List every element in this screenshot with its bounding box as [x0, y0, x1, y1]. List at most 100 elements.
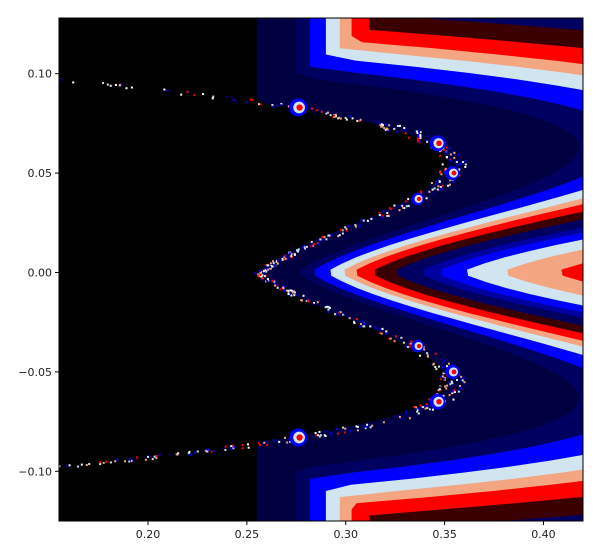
- speckle: [355, 429, 358, 432]
- speckle: [345, 118, 348, 121]
- speckle: [420, 190, 423, 193]
- speckle: [443, 148, 445, 151]
- speckle: [439, 188, 442, 191]
- speckle: [318, 435, 321, 438]
- speckle: [289, 289, 292, 292]
- speckle: [426, 354, 429, 357]
- speckle: [99, 463, 102, 466]
- speckle: [284, 436, 286, 439]
- speckle: [434, 366, 437, 368]
- speckle: [341, 232, 344, 235]
- speckle: [186, 90, 189, 93]
- speckle: [378, 214, 381, 217]
- speckle: [417, 133, 420, 136]
- speckle: [436, 151, 439, 154]
- speckle: [353, 322, 356, 325]
- speckle: [426, 355, 429, 358]
- speckle: [224, 445, 227, 448]
- speckle: [361, 424, 364, 427]
- speckle: [287, 105, 290, 108]
- speckle: [397, 204, 400, 207]
- speckle: [66, 465, 69, 468]
- speckle: [398, 415, 401, 418]
- speckle: [381, 327, 384, 330]
- speckle: [312, 112, 315, 115]
- speckle: [131, 459, 133, 462]
- speckle: [378, 211, 381, 214]
- speckle: [360, 224, 363, 227]
- speckle: [434, 183, 437, 185]
- speckle: [453, 156, 456, 159]
- speckle: [385, 127, 388, 130]
- speckle: [417, 412, 420, 415]
- speckle: [176, 453, 179, 456]
- speckle: [403, 413, 406, 416]
- speckle: [327, 234, 330, 237]
- speckle: [317, 434, 319, 437]
- speckle: [118, 84, 121, 87]
- speckle: [393, 414, 396, 417]
- speckle: [316, 109, 319, 112]
- speckle: [187, 453, 190, 456]
- y-tick-label: −0.10: [18, 465, 52, 478]
- speckle: [121, 83, 124, 86]
- speckle: [267, 278, 269, 281]
- speckle: [426, 140, 429, 143]
- speckle: [431, 188, 434, 191]
- speckle: [453, 389, 456, 392]
- speckle: [423, 348, 426, 351]
- speckle: [272, 262, 275, 265]
- speckle: [283, 285, 286, 288]
- speckle: [336, 432, 339, 435]
- speckle: [342, 426, 345, 429]
- speckle: [405, 205, 408, 208]
- speckle: [449, 153, 452, 156]
- speckle: [338, 116, 341, 119]
- speckle: [389, 337, 392, 340]
- speckle: [437, 389, 440, 392]
- speckle: [187, 452, 190, 455]
- speckle: [448, 147, 451, 150]
- speckle: [439, 154, 442, 157]
- speckle: [311, 107, 313, 110]
- speckle: [254, 272, 257, 275]
- speckle: [432, 362, 435, 365]
- speckle: [393, 340, 396, 343]
- speckle: [362, 219, 365, 222]
- speckle: [446, 384, 449, 387]
- speckle: [463, 381, 466, 384]
- speckle: [458, 174, 461, 177]
- speckle: [385, 332, 388, 335]
- speckle: [446, 156, 448, 158]
- fractal-bands: [256, 18, 583, 521]
- speckle: [307, 299, 309, 302]
- speckle: [265, 270, 268, 273]
- speckle: [369, 426, 372, 429]
- speckle: [259, 103, 262, 106]
- speckle: [378, 331, 381, 334]
- speckle: [431, 408, 434, 411]
- speckle: [116, 458, 119, 461]
- speckle: [422, 346, 425, 349]
- speckle: [76, 465, 79, 468]
- speckle: [59, 465, 61, 468]
- speckle: [129, 457, 132, 459]
- speckle: [166, 89, 169, 92]
- x-axis: 0.20 0.25 0.30 0.35 0.40: [136, 521, 556, 541]
- speckle: [399, 124, 401, 127]
- speckle: [403, 207, 406, 209]
- speckle: [366, 219, 369, 222]
- speckle: [194, 451, 196, 454]
- speckle: [456, 164, 459, 167]
- speckle: [361, 320, 364, 323]
- speckle: [426, 405, 428, 408]
- speckle: [455, 161, 458, 163]
- speckle: [276, 104, 279, 107]
- speckle: [271, 280, 274, 282]
- speckle: [366, 423, 369, 426]
- speckle: [381, 125, 384, 128]
- speckle: [356, 318, 358, 321]
- speckle: [297, 248, 300, 251]
- speckle: [230, 448, 233, 451]
- speckle: [230, 96, 233, 99]
